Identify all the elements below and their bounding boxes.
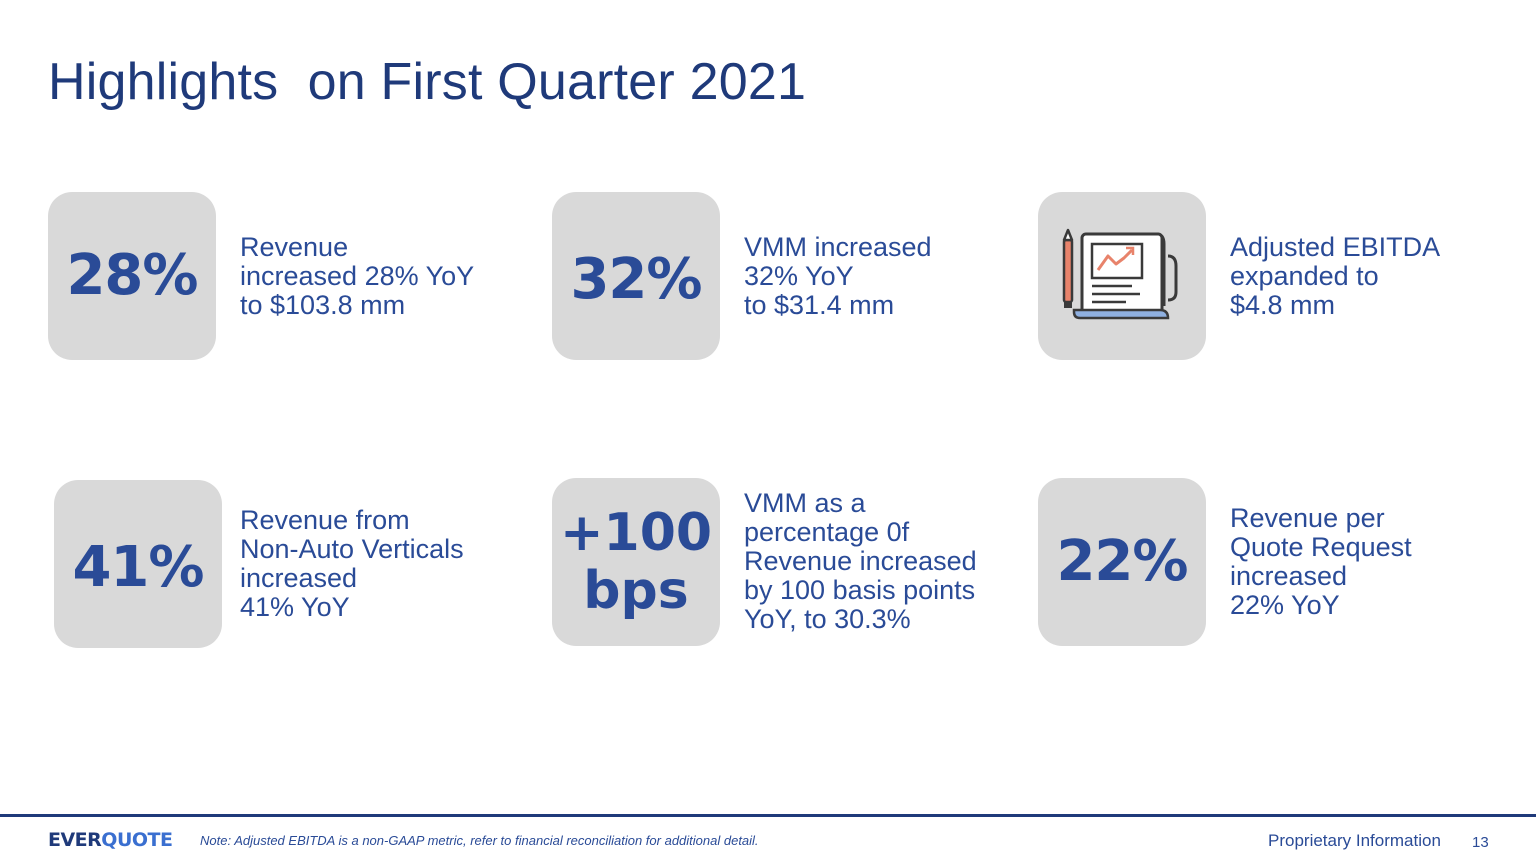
stat-tile-vmm: 32% (552, 192, 720, 360)
desc-line: increased (1230, 561, 1348, 591)
desc-line: percentage 0f (744, 517, 910, 547)
proprietary-label: Proprietary Information (1268, 831, 1441, 850)
footer-divider (0, 814, 1536, 817)
logo-part-quote: QUOTE (101, 829, 173, 851)
stat-value: 28% (66, 243, 198, 308)
stat-value: 41% (72, 535, 204, 600)
stat-value-line1: +100 (559, 503, 713, 563)
desc-line: increased 28% YoY (240, 261, 475, 291)
desc-line: Revenue per (1230, 503, 1385, 533)
desc-line: by 100 basis points (744, 575, 976, 605)
stat-tile-non-auto: 41% (54, 480, 222, 648)
stat-description-non-auto: Revenue from Non-Auto Verticals increase… (240, 506, 510, 622)
desc-line: YoY, to 30.3% (744, 604, 911, 634)
stat-tile-bps: +100 bps (552, 478, 720, 646)
desc-line: Revenue increased (744, 546, 977, 576)
desc-line: Non-Auto Verticals (240, 534, 464, 564)
stat-tile-ebitda (1038, 192, 1206, 360)
desc-line: VMM increased (744, 232, 932, 262)
desc-line: 41% YoY (240, 592, 350, 622)
stat-tile-quote-request: 22% (1038, 478, 1206, 646)
stat-description-ebitda: Adjusted EBITDA expanded to $4.8 mm (1230, 233, 1500, 320)
desc-line: 32% YoY (744, 261, 854, 291)
desc-line: Adjusted EBITDA (1230, 232, 1441, 262)
stat-description-quote-request: Revenue per Quote Request increased 22% … (1230, 504, 1500, 620)
desc-line: Revenue (240, 232, 349, 262)
stat-tile-revenue: 28% (48, 192, 216, 360)
footnote: Note: Adjusted EBITDA is a non-GAAP metr… (200, 833, 759, 848)
desc-line: VMM as a (744, 488, 866, 518)
stat-description-vmm-percentage: VMM as a percentage 0f Revenue increased… (744, 489, 1014, 634)
logo-part-ever: EVER (48, 829, 102, 851)
desc-line: to $103.8 mm (240, 290, 406, 320)
stat-value: 22% (1056, 529, 1188, 594)
desc-line: Quote Request (1230, 532, 1412, 562)
stat-description-revenue: Revenue increased 28% YoY to $103.8 mm (240, 233, 510, 320)
everquote-logo: EVERQUOTE (48, 829, 173, 851)
desc-line: $4.8 mm (1230, 290, 1336, 320)
desc-line: increased (240, 563, 358, 593)
page-title: Highlights on First Quarter 2021 (48, 53, 807, 111)
desc-line: Revenue from (240, 505, 410, 535)
page-number: 13 (1472, 834, 1489, 851)
desc-line: 22% YoY (1230, 590, 1340, 620)
desc-line: expanded to (1230, 261, 1379, 291)
stat-description-vmm: VMM increased 32% YoY to $31.4 mm (744, 233, 1014, 320)
stat-value: 32% (570, 247, 702, 312)
desc-line: to $31.4 mm (744, 290, 895, 320)
stat-value-line2: bps (583, 561, 689, 621)
report-chart-icon (1062, 228, 1178, 320)
